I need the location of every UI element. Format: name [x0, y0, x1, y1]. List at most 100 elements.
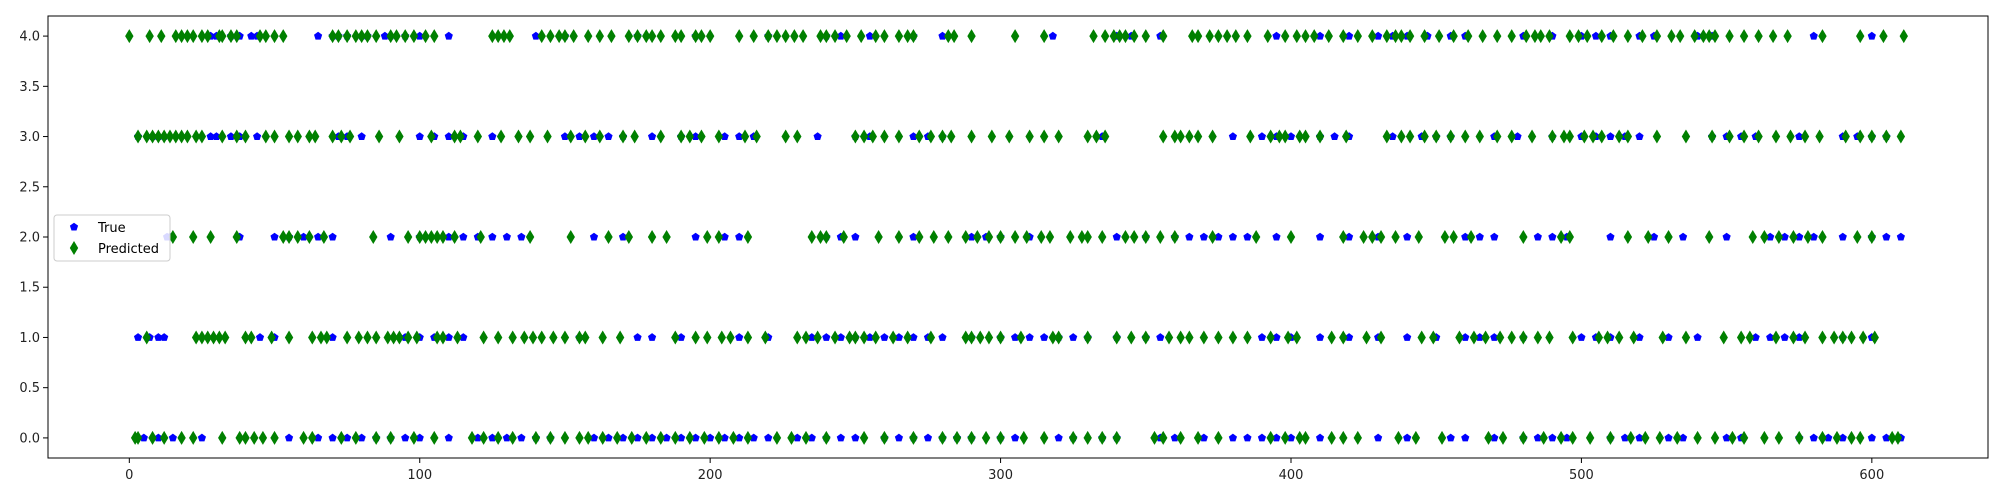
legend-label-true: True [97, 221, 126, 236]
true-point [735, 132, 744, 141]
true-point [1882, 232, 1891, 241]
predicted-point [1556, 430, 1566, 445]
x-tick-label: 400 [1279, 468, 1304, 483]
predicted-point [926, 330, 936, 345]
predicted-point [1121, 230, 1130, 244]
true-point [851, 433, 860, 442]
true-point [1490, 232, 1499, 241]
predicted-point [430, 29, 439, 44]
true-point [923, 433, 933, 442]
predicted-point [583, 430, 593, 445]
predicted-point [996, 430, 1005, 445]
predicted-point [427, 230, 436, 244]
predicted-point [154, 129, 163, 144]
predicted-point [1667, 29, 1676, 44]
predicted-point [894, 129, 904, 144]
predicted-point [1222, 29, 1232, 44]
true-point [488, 433, 497, 442]
predicted-point [1339, 330, 1348, 345]
predicted-point [270, 430, 279, 445]
predicted-point [1246, 129, 1255, 144]
predicted-point [159, 129, 169, 144]
true-point [836, 433, 845, 442]
predicted-point [761, 330, 770, 345]
predicted-point [1420, 129, 1429, 144]
predicted-point [976, 330, 985, 345]
predicted-point [1295, 430, 1304, 445]
predicted-point [1768, 29, 1778, 44]
predicted-point [1353, 430, 1362, 445]
true-point [1490, 333, 1499, 341]
predicted-point [781, 29, 790, 44]
predicted-point [1539, 430, 1548, 445]
predicted-point [1818, 230, 1827, 244]
predicted-point [647, 29, 657, 44]
predicted-point [1623, 230, 1633, 244]
predicted-point [157, 29, 166, 44]
predicted-point [1159, 129, 1168, 144]
predicted-point [409, 29, 419, 44]
true-point [1228, 433, 1237, 442]
true-point [633, 433, 642, 442]
predicted-point [697, 29, 706, 44]
true-point [633, 333, 642, 341]
predicted-point [537, 330, 546, 345]
true-point [1272, 31, 1281, 40]
true-point [1606, 132, 1615, 141]
true-point [1315, 31, 1325, 40]
predicted-point [1083, 230, 1092, 244]
predicted-point [1728, 430, 1737, 445]
true-point [1824, 433, 1833, 442]
true-point [488, 132, 497, 141]
predicted-point [1568, 430, 1577, 445]
predicted-point [508, 430, 517, 445]
true-point [444, 433, 453, 442]
predicted-point [371, 29, 381, 44]
predicted-point [1054, 129, 1063, 144]
predicted-point [299, 430, 308, 445]
predicted-point [1522, 29, 1531, 44]
true-point [735, 232, 744, 241]
predicted-point [781, 129, 790, 144]
predicted-point [1019, 430, 1029, 445]
predicted-point [691, 29, 700, 44]
predicted-point [630, 129, 639, 144]
predicted-point [371, 330, 381, 345]
predicted-point [583, 29, 593, 44]
predicted-point [1556, 230, 1566, 244]
predicted-point [1614, 330, 1624, 345]
true-point [1286, 132, 1296, 141]
predicted-point [1089, 29, 1098, 44]
true-point [1635, 333, 1644, 341]
true-point [154, 333, 163, 341]
true-point [1664, 433, 1673, 442]
predicted-point [1077, 230, 1087, 244]
predicted-point [1440, 230, 1450, 244]
true-point [1461, 232, 1470, 241]
predicted-point [270, 129, 279, 144]
predicted-point [1170, 230, 1180, 244]
true-point [1069, 333, 1078, 341]
true-point [444, 31, 453, 40]
predicted-point [125, 29, 134, 44]
predicted-point [293, 230, 302, 244]
predicted-point [743, 230, 753, 244]
predicted-point [493, 330, 503, 345]
true-point [133, 333, 143, 341]
predicted-point [816, 230, 825, 244]
predicted-point [279, 230, 288, 244]
predicted-point [209, 330, 218, 345]
predicted-point [1188, 29, 1197, 44]
predicted-point [772, 430, 782, 445]
true-point [401, 433, 410, 442]
predicted-point [1005, 129, 1014, 144]
true-point [1548, 232, 1557, 241]
predicted-point [1580, 129, 1589, 144]
true-point [328, 433, 337, 442]
true-point [1185, 232, 1194, 241]
predicted-point [743, 330, 753, 345]
predicted-point [752, 129, 761, 144]
predicted-point [1530, 29, 1540, 44]
true-point [1243, 433, 1252, 442]
predicted-point [947, 129, 956, 144]
